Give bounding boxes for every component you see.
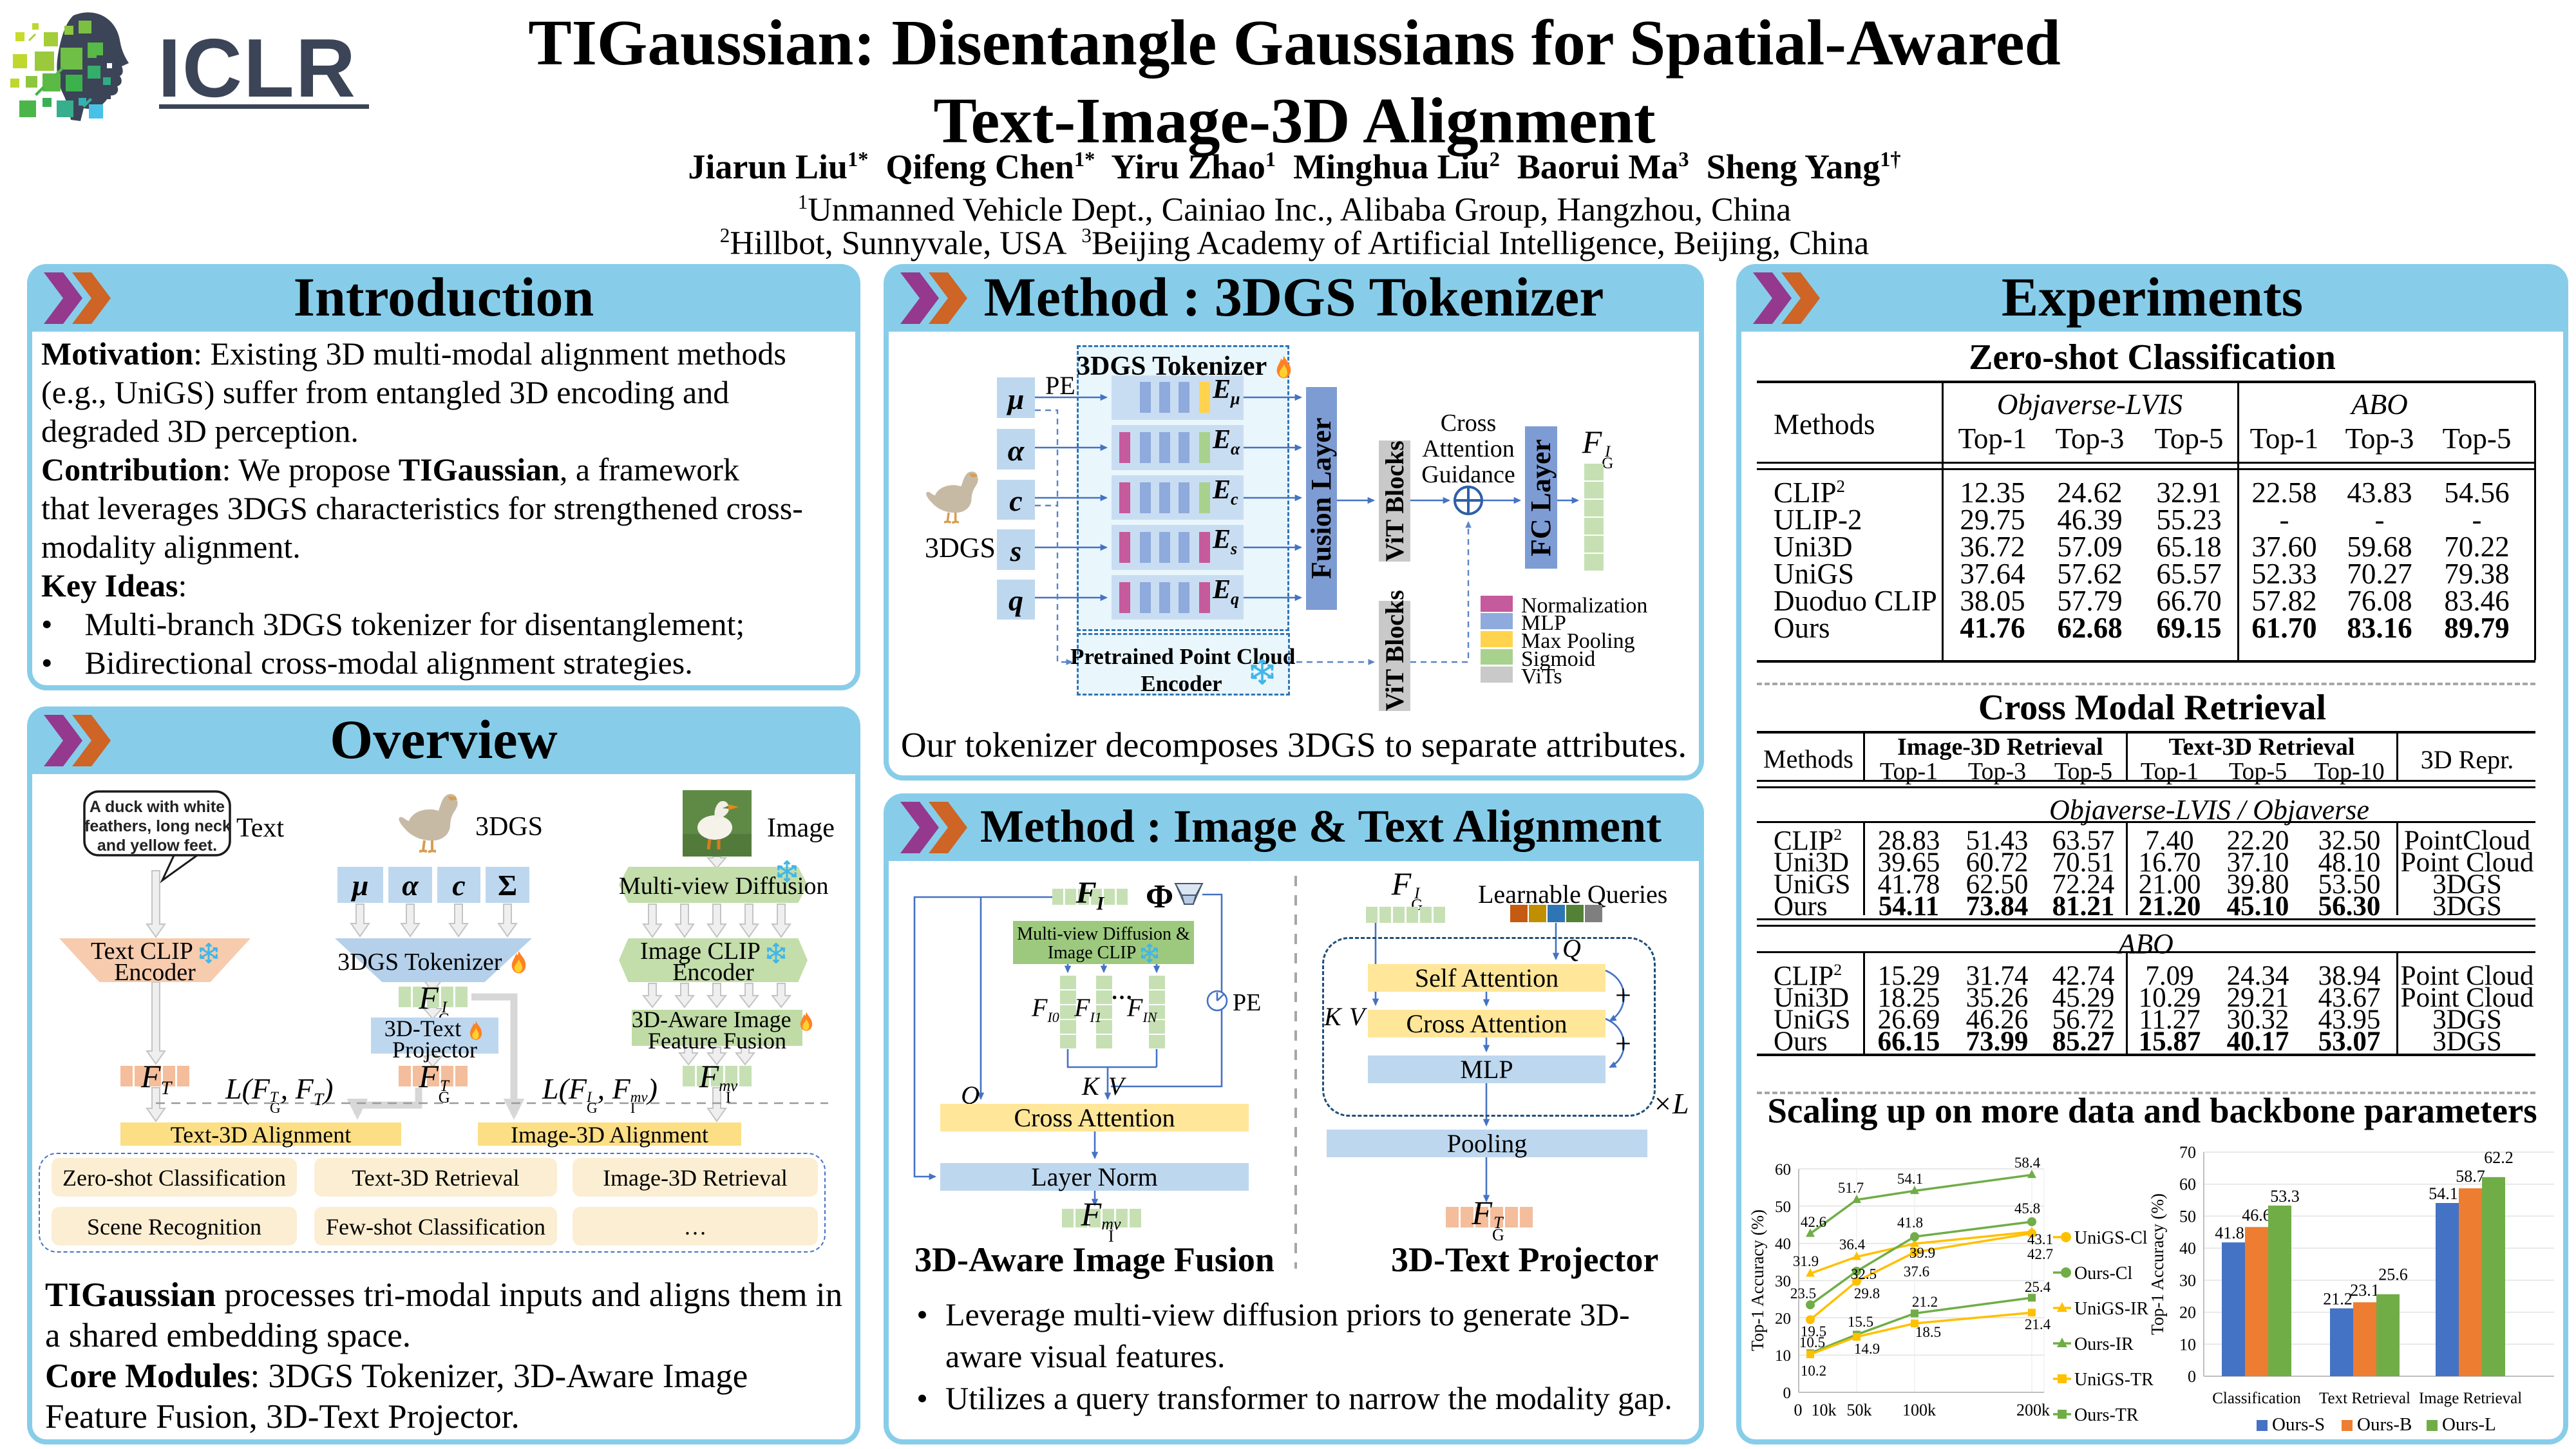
svg-text:41.8: 41.8 — [1897, 1215, 1923, 1231]
svg-text:0: 0 — [1794, 1401, 1803, 1419]
svg-text:Ours-Cl: Ours-Cl — [2074, 1264, 2132, 1283]
svg-text:37.6: 37.6 — [1904, 1264, 1929, 1280]
svg-text:23.1: 23.1 — [2350, 1281, 2380, 1300]
svg-text:10.5: 10.5 — [1799, 1334, 1825, 1350]
svg-text:10: 10 — [1775, 1347, 1791, 1365]
svg-text:53.3: 53.3 — [2270, 1187, 2300, 1206]
svg-text:Ours-S: Ours-S — [2272, 1414, 2325, 1435]
svg-text:Text Retrieval: Text Retrieval — [2319, 1390, 2410, 1407]
svg-text:60: 60 — [1775, 1161, 1791, 1179]
svg-text:21.2: 21.2 — [1912, 1294, 1938, 1310]
svg-text:58.7: 58.7 — [2456, 1167, 2485, 1186]
svg-text:30: 30 — [1775, 1273, 1791, 1291]
svg-text:31.9: 31.9 — [1793, 1253, 1819, 1269]
svg-text:62.2: 62.2 — [2484, 1148, 2514, 1167]
svg-text:32.5: 32.5 — [1851, 1266, 1877, 1282]
svg-text:10.2: 10.2 — [1801, 1363, 1826, 1379]
svg-text:0: 0 — [2188, 1367, 2196, 1386]
svg-text:Image Retrieval: Image Retrieval — [2419, 1390, 2522, 1407]
svg-text:25.4: 25.4 — [2025, 1279, 2051, 1295]
svg-text:Top-1 Accuracy (%): Top-1 Accuracy (%) — [1748, 1209, 1767, 1351]
svg-text:21.4: 21.4 — [2025, 1316, 2051, 1332]
svg-text:UniGS-IR: UniGS-IR — [2074, 1299, 2148, 1319]
svg-text:15.5: 15.5 — [1848, 1314, 1873, 1330]
svg-text:29.8: 29.8 — [1854, 1285, 1880, 1302]
svg-text:43.1: 43.1 — [2027, 1231, 2053, 1247]
svg-text:54.1: 54.1 — [2429, 1184, 2458, 1203]
svg-text:30: 30 — [2179, 1271, 2196, 1290]
svg-text:20: 20 — [2179, 1303, 2196, 1322]
svg-text:41.8: 41.8 — [2215, 1224, 2244, 1242]
svg-text:45.8: 45.8 — [2014, 1200, 2040, 1217]
svg-text:20: 20 — [1775, 1310, 1791, 1327]
svg-text:50: 50 — [1775, 1198, 1791, 1216]
svg-text:14.9: 14.9 — [1854, 1341, 1880, 1357]
svg-text:40: 40 — [2179, 1239, 2196, 1258]
svg-text:40: 40 — [1775, 1236, 1791, 1253]
svg-text:21.2: 21.2 — [2323, 1290, 2353, 1309]
svg-text:58.4: 58.4 — [2014, 1155, 2041, 1171]
svg-text:10: 10 — [2179, 1335, 2196, 1354]
svg-text:ICLR: ICLR — [158, 22, 357, 115]
svg-text:Ours-B: Ours-B — [2357, 1414, 2412, 1435]
svg-text:19.5: 19.5 — [1801, 1323, 1826, 1340]
svg-text:23.5: 23.5 — [1790, 1285, 1816, 1302]
svg-text:Top-1 Accuracy (%): Top-1 Accuracy (%) — [2148, 1193, 2167, 1335]
svg-text:Ours-L: Ours-L — [2442, 1414, 2496, 1435]
svg-text:Ours-IR: Ours-IR — [2074, 1334, 2134, 1354]
svg-text:46.6: 46.6 — [2242, 1206, 2271, 1224]
svg-text:Ours-TR: Ours-TR — [2074, 1405, 2139, 1425]
svg-text:42.7: 42.7 — [2027, 1246, 2053, 1262]
svg-text:50: 50 — [2179, 1207, 2196, 1226]
svg-text:Classification: Classification — [2212, 1390, 2301, 1407]
svg-text:UniGS-Cl: UniGS-Cl — [2074, 1228, 2148, 1248]
svg-text:51.7: 51.7 — [1838, 1180, 1864, 1196]
svg-text:36.4: 36.4 — [1839, 1236, 1866, 1253]
svg-text:18.5: 18.5 — [1915, 1324, 1941, 1340]
svg-text:UniGS-TR: UniGS-TR — [2074, 1370, 2154, 1390]
svg-text:100k: 100k — [1902, 1401, 1936, 1419]
svg-text:50k: 50k — [1847, 1401, 1872, 1419]
svg-text:0: 0 — [1783, 1385, 1792, 1402]
svg-text:60: 60 — [2179, 1175, 2196, 1194]
svg-text:42.6: 42.6 — [1801, 1214, 1826, 1230]
svg-text:10k: 10k — [1812, 1401, 1837, 1419]
svg-text:200k: 200k — [2016, 1401, 2050, 1419]
svg-text:25.6: 25.6 — [2378, 1265, 2408, 1284]
svg-text:70: 70 — [2179, 1143, 2196, 1162]
svg-text:39.9: 39.9 — [1909, 1245, 1935, 1261]
svg-text:54.1: 54.1 — [1897, 1171, 1923, 1187]
